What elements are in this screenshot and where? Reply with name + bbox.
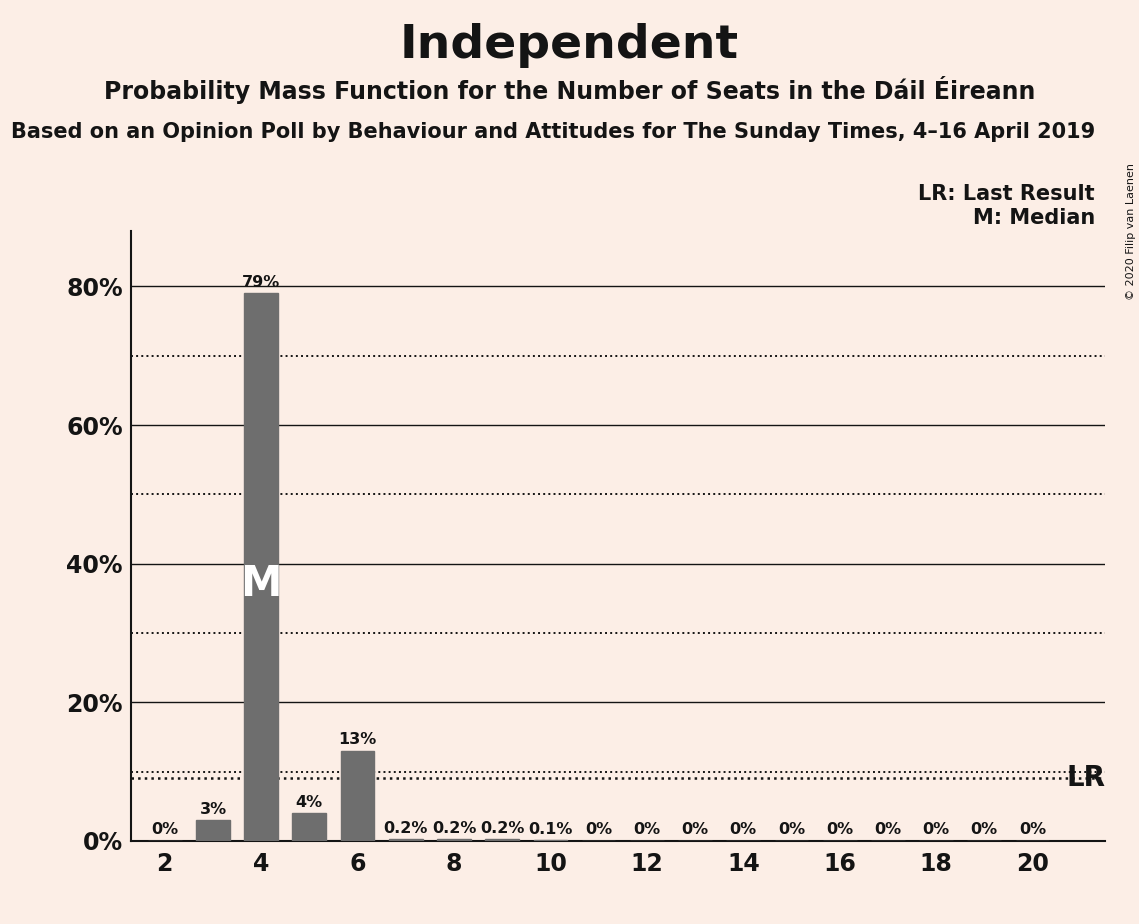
Bar — [244, 294, 278, 841]
Text: © 2020 Filip van Laenen: © 2020 Filip van Laenen — [1126, 163, 1136, 299]
Text: Independent: Independent — [400, 23, 739, 68]
Text: 0%: 0% — [778, 822, 805, 837]
Bar — [485, 839, 519, 841]
Text: 0.2%: 0.2% — [384, 821, 428, 836]
Text: 3%: 3% — [199, 802, 227, 817]
Text: 0%: 0% — [875, 822, 901, 837]
Bar — [437, 839, 470, 841]
Bar — [388, 839, 423, 841]
Text: M: Median: M: Median — [973, 208, 1095, 228]
Text: 0%: 0% — [730, 822, 756, 837]
Text: 0%: 0% — [681, 822, 708, 837]
Text: 0%: 0% — [826, 822, 853, 837]
Text: 13%: 13% — [338, 733, 377, 748]
Text: 0.2%: 0.2% — [432, 821, 476, 836]
Text: 0%: 0% — [585, 822, 612, 837]
Text: 0%: 0% — [970, 822, 998, 837]
Text: M: M — [240, 563, 281, 604]
Bar — [341, 750, 375, 841]
Bar — [293, 813, 326, 841]
Bar — [196, 821, 230, 841]
Text: LR: Last Result: LR: Last Result — [918, 184, 1095, 203]
Text: 0%: 0% — [1019, 822, 1046, 837]
Text: 0%: 0% — [151, 822, 179, 837]
Text: 0%: 0% — [633, 822, 661, 837]
Text: LR: LR — [1066, 764, 1105, 793]
Text: Probability Mass Function for the Number of Seats in the Dáil Éireann: Probability Mass Function for the Number… — [104, 76, 1035, 103]
Text: 4%: 4% — [296, 795, 323, 809]
Text: 0.2%: 0.2% — [480, 821, 524, 836]
Text: 0%: 0% — [923, 822, 950, 837]
Text: 79%: 79% — [241, 275, 280, 290]
Text: Based on an Opinion Poll by Behaviour and Attitudes for The Sunday Times, 4–16 A: Based on an Opinion Poll by Behaviour an… — [11, 122, 1096, 142]
Text: 0.1%: 0.1% — [528, 821, 573, 837]
